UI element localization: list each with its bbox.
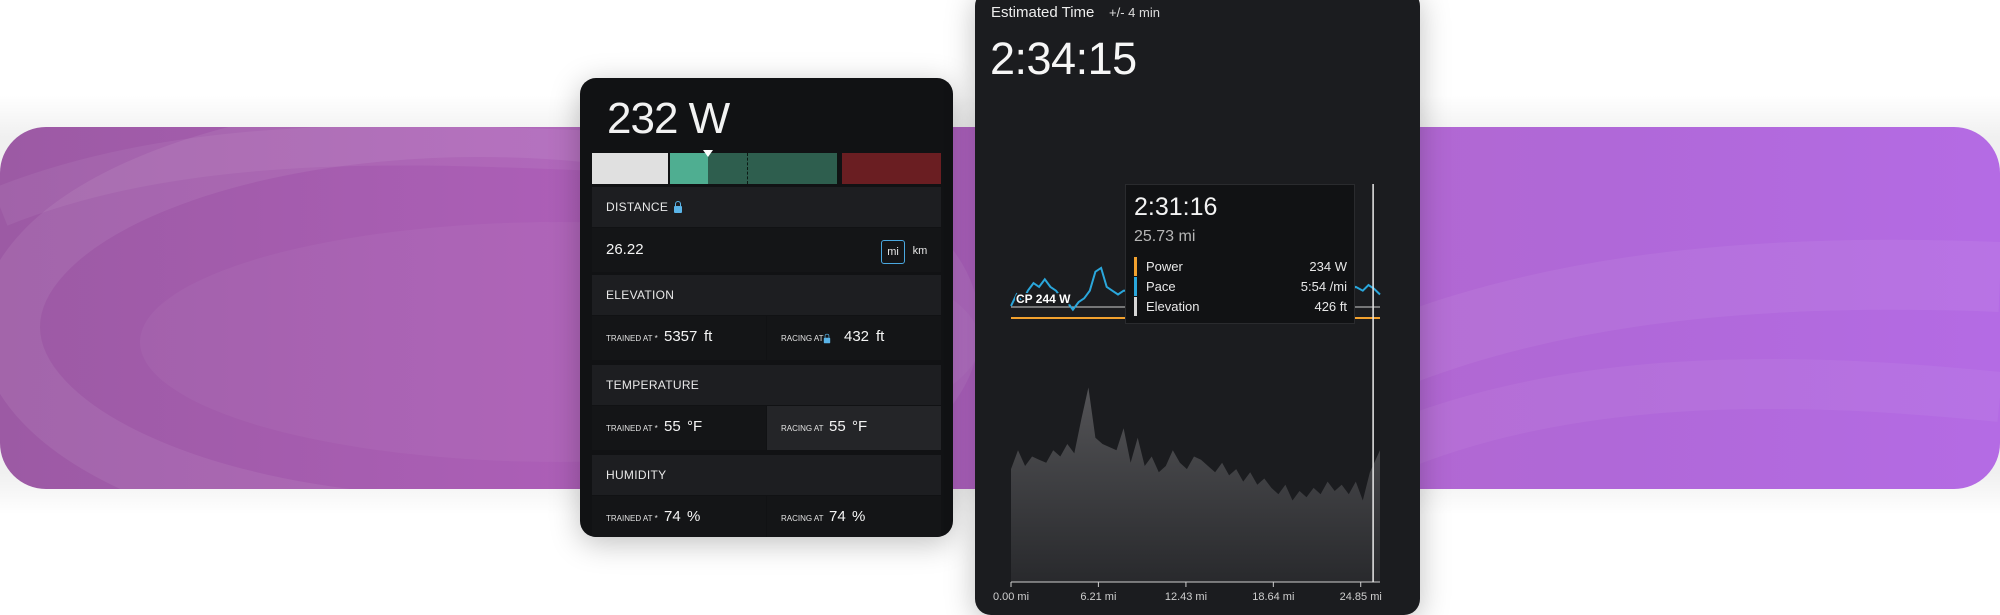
x-tick-label: 6.21 mi bbox=[1080, 591, 1116, 603]
humidity-trained-value[interactable]: 74 bbox=[664, 508, 681, 525]
lock-icon bbox=[674, 201, 682, 213]
zone-divider bbox=[837, 153, 838, 184]
x-axis-ticks: 0.00 mi 6.21 mi 12.43 mi 18.64 mi 24.85 mi bbox=[993, 582, 1382, 603]
temperature-header: TEMPERATURE bbox=[592, 365, 941, 405]
temperature-trained-unit: °F bbox=[687, 418, 703, 435]
tooltip-power-name: Power bbox=[1146, 259, 1183, 274]
humidity-racing-field[interactable]: RACING AT 74 % bbox=[767, 496, 941, 537]
x-tick-label: 18.64 mi bbox=[1252, 591, 1294, 603]
humidity-label: HUMIDITY bbox=[606, 468, 667, 482]
elevation-trained-field[interactable]: TRAINED AT * 5357 ft bbox=[592, 316, 766, 360]
humidity-trained-field[interactable]: TRAINED AT * 74 % bbox=[592, 496, 766, 537]
x-tick-label: 12.43 mi bbox=[1165, 591, 1207, 603]
unit-km-button[interactable]: km bbox=[912, 245, 928, 257]
elevation-racing-unit: ft bbox=[876, 328, 885, 345]
temperature-trained-label: TRAINED AT * bbox=[606, 424, 658, 433]
tooltip-elevation-value: 426 ft bbox=[1314, 299, 1347, 314]
cp-label: CP 244 W bbox=[1016, 292, 1071, 306]
temperature-values-row: TRAINED AT * 55 °F RACING AT 55 °F bbox=[592, 406, 941, 450]
elevation-area bbox=[1011, 387, 1380, 582]
tooltip-distance: 25.73 mi bbox=[1134, 228, 1196, 245]
distance-input[interactable]: 26.22 bbox=[606, 241, 644, 258]
estimated-time-tolerance: +/- 4 min bbox=[1109, 5, 1160, 20]
zone-divider bbox=[747, 153, 748, 184]
temperature-trained-field[interactable]: TRAINED AT * 55 °F bbox=[592, 406, 766, 450]
temperature-trained-value[interactable]: 55 bbox=[664, 418, 681, 435]
zone-green bbox=[708, 153, 837, 184]
distance-header: DISTANCE bbox=[592, 187, 941, 227]
tooltip-elevation-name: Elevation bbox=[1146, 299, 1200, 314]
power-zone-bar[interactable] bbox=[592, 150, 941, 184]
elevation-label: ELEVATION bbox=[606, 288, 675, 302]
distance-value-row[interactable]: 26.22 mi km bbox=[592, 228, 941, 272]
estimated-time-label: Estimated Time bbox=[991, 4, 1095, 21]
x-tick-label: 0.00 mi bbox=[993, 591, 1029, 603]
elevation-racing-label: RACING AT bbox=[781, 334, 824, 343]
elevation-trained-unit: ft bbox=[704, 328, 713, 345]
humidity-racing-value[interactable]: 74 bbox=[829, 508, 846, 525]
estimated-time-card: Estimated Time +/- 4 min 2:34:15 CP 244 … bbox=[975, 0, 1420, 615]
power-swatch bbox=[1134, 257, 1137, 276]
elevation-trained-label: TRAINED AT * bbox=[606, 334, 658, 343]
chart-tooltip: 2:31:16 25.73 mi Power 234 W Pace 5:54 /… bbox=[1125, 184, 1355, 324]
humidity-trained-unit: % bbox=[687, 508, 701, 525]
race-chart[interactable]: CP 244 W 0.00 mi 6.21 mi 12.43 mi 18.64 mi 2… bbox=[975, 0, 1420, 615]
temperature-racing-label: RACING AT bbox=[781, 424, 824, 433]
power-value: 232 W bbox=[607, 94, 730, 143]
unit-mi-button[interactable]: mi bbox=[881, 240, 905, 264]
tooltip-time: 2:31:16 bbox=[1134, 193, 1218, 221]
distance-label: DISTANCE bbox=[606, 200, 669, 214]
temperature-label: TEMPERATURE bbox=[606, 378, 700, 392]
zone-red bbox=[842, 153, 941, 184]
elevation-header: ELEVATION bbox=[592, 275, 941, 315]
temperature-racing-field[interactable]: RACING AT 55 °F bbox=[767, 406, 941, 450]
x-tick-label: 24.85 mi bbox=[1340, 591, 1382, 603]
lock-icon bbox=[823, 333, 831, 344]
tooltip-row-power: Power 234 W bbox=[1134, 257, 1347, 276]
estimated-time-value: 2:34:15 bbox=[990, 33, 1137, 84]
tooltip-pace-name: Pace bbox=[1146, 279, 1176, 294]
humidity-racing-unit: % bbox=[852, 508, 866, 525]
zone-mint bbox=[670, 153, 708, 184]
tooltip-pace-value: 5:54 /mi bbox=[1300, 279, 1347, 294]
zone-light bbox=[592, 153, 668, 184]
race-settings-card: 232 W DISTANCE 26.22 mi km ELEVATION TRA… bbox=[580, 78, 953, 537]
elevation-racing-field[interactable]: RACING AT 432 ft bbox=[767, 316, 941, 360]
humidity-header: HUMIDITY bbox=[592, 455, 941, 495]
elevation-racing-value[interactable]: 432 bbox=[844, 328, 870, 345]
temperature-racing-value[interactable]: 55 bbox=[829, 418, 846, 435]
elevation-trained-value[interactable]: 5357 bbox=[664, 328, 698, 345]
zone-marker-icon[interactable] bbox=[703, 150, 713, 157]
tooltip-row-pace: Pace 5:54 /mi bbox=[1134, 277, 1347, 296]
tooltip-row-elevation: Elevation 426 ft bbox=[1134, 297, 1347, 316]
pace-swatch bbox=[1134, 277, 1137, 296]
elevation-swatch bbox=[1134, 297, 1137, 316]
tooltip-power-value: 234 W bbox=[1309, 259, 1347, 274]
temperature-racing-unit: °F bbox=[852, 418, 868, 435]
humidity-values-row: TRAINED AT * 74 % RACING AT 74 % bbox=[592, 496, 941, 537]
humidity-trained-label: TRAINED AT * bbox=[606, 514, 658, 523]
humidity-racing-label: RACING AT bbox=[781, 514, 824, 523]
elevation-values-row: TRAINED AT * 5357 ft RACING AT 432 ft bbox=[592, 316, 941, 360]
